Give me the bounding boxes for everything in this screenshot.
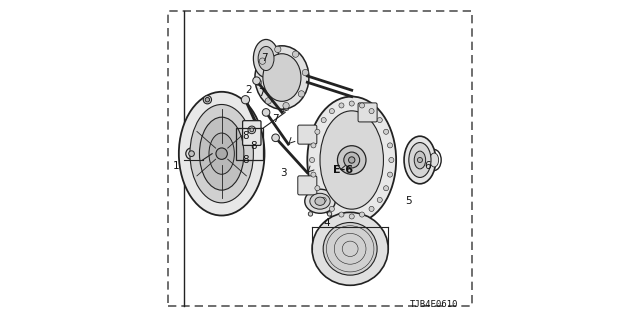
Text: 8: 8 xyxy=(242,131,249,141)
Circle shape xyxy=(311,172,316,177)
Circle shape xyxy=(383,129,388,134)
Ellipse shape xyxy=(258,46,274,70)
Circle shape xyxy=(339,212,344,217)
Text: 8: 8 xyxy=(250,141,257,151)
Text: 7: 7 xyxy=(261,53,268,63)
Circle shape xyxy=(248,126,255,134)
Text: 6: 6 xyxy=(424,161,431,171)
Circle shape xyxy=(259,58,266,64)
Circle shape xyxy=(262,108,270,116)
Text: 4: 4 xyxy=(323,219,330,228)
Circle shape xyxy=(204,96,211,104)
Circle shape xyxy=(216,148,227,159)
Circle shape xyxy=(311,143,316,148)
Circle shape xyxy=(272,134,280,142)
Circle shape xyxy=(349,214,355,219)
Circle shape xyxy=(253,77,260,84)
Circle shape xyxy=(250,128,253,132)
Circle shape xyxy=(389,157,394,163)
Circle shape xyxy=(265,98,271,104)
Text: 7: 7 xyxy=(272,114,279,124)
Circle shape xyxy=(417,157,422,163)
Circle shape xyxy=(189,151,195,156)
Circle shape xyxy=(302,69,308,76)
Circle shape xyxy=(344,152,360,168)
Circle shape xyxy=(369,206,374,212)
Ellipse shape xyxy=(253,39,279,77)
Ellipse shape xyxy=(307,97,396,223)
Circle shape xyxy=(315,129,320,134)
Text: 3: 3 xyxy=(280,168,287,178)
Ellipse shape xyxy=(323,222,377,275)
Circle shape xyxy=(339,103,344,108)
Circle shape xyxy=(387,172,392,177)
Circle shape xyxy=(369,108,374,114)
Ellipse shape xyxy=(315,197,325,205)
Text: 2: 2 xyxy=(245,85,252,95)
Text: 5: 5 xyxy=(406,196,412,206)
Circle shape xyxy=(186,148,197,159)
Circle shape xyxy=(310,157,315,163)
FancyBboxPatch shape xyxy=(298,125,317,144)
Circle shape xyxy=(377,197,382,203)
Ellipse shape xyxy=(263,54,301,101)
Circle shape xyxy=(315,186,320,191)
Circle shape xyxy=(292,51,299,57)
Circle shape xyxy=(275,46,281,52)
Ellipse shape xyxy=(414,151,426,169)
Ellipse shape xyxy=(429,153,438,167)
Circle shape xyxy=(205,98,210,102)
Circle shape xyxy=(360,212,365,217)
Circle shape xyxy=(255,79,262,86)
Ellipse shape xyxy=(209,133,234,174)
Circle shape xyxy=(377,117,382,123)
Ellipse shape xyxy=(310,193,330,209)
Circle shape xyxy=(337,146,366,174)
FancyBboxPatch shape xyxy=(358,103,377,122)
Ellipse shape xyxy=(305,189,335,213)
Text: TJB4E0610: TJB4E0610 xyxy=(410,300,458,309)
FancyBboxPatch shape xyxy=(298,176,317,195)
FancyBboxPatch shape xyxy=(243,121,261,145)
Circle shape xyxy=(383,186,388,191)
Ellipse shape xyxy=(179,92,264,215)
Circle shape xyxy=(321,197,326,203)
Circle shape xyxy=(349,101,355,106)
Ellipse shape xyxy=(190,105,253,203)
Ellipse shape xyxy=(320,111,383,209)
Circle shape xyxy=(387,143,392,148)
Circle shape xyxy=(330,108,335,114)
Ellipse shape xyxy=(409,142,431,178)
Circle shape xyxy=(283,102,289,109)
Text: 7: 7 xyxy=(258,88,264,98)
Circle shape xyxy=(308,212,313,216)
Circle shape xyxy=(241,96,250,104)
Ellipse shape xyxy=(312,212,388,285)
Bar xyxy=(236,128,263,160)
Circle shape xyxy=(360,103,365,108)
Ellipse shape xyxy=(200,117,244,190)
Circle shape xyxy=(298,91,305,97)
Circle shape xyxy=(349,157,355,163)
Text: E-6: E-6 xyxy=(333,164,353,174)
Circle shape xyxy=(327,212,332,216)
Circle shape xyxy=(330,206,335,212)
Text: 8: 8 xyxy=(242,155,249,165)
Ellipse shape xyxy=(255,46,309,109)
Ellipse shape xyxy=(404,136,436,184)
Text: 1: 1 xyxy=(172,161,179,171)
Circle shape xyxy=(321,117,326,123)
Ellipse shape xyxy=(428,149,441,171)
